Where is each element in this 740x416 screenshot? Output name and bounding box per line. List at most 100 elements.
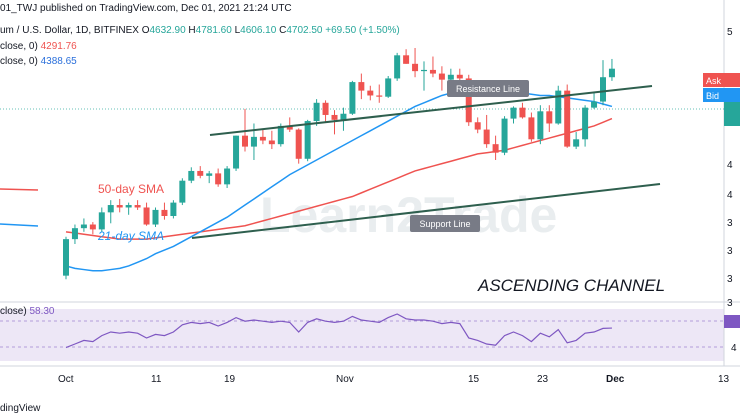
close-label: C	[279, 25, 287, 36]
sma50-legend-label: close, 0)	[0, 41, 38, 52]
candle	[125, 202, 132, 215]
candle	[322, 100, 329, 123]
candle-body	[233, 135, 240, 169]
candle-body	[376, 95, 383, 97]
candle	[385, 76, 392, 98]
candle	[582, 105, 589, 147]
rsi-tick-label: 4	[731, 343, 737, 354]
low-value: 4606.10	[240, 25, 277, 36]
sma21-left-segment	[0, 223, 39, 227]
candle-body	[447, 74, 454, 80]
symbol-name: um / U.S. Dollar, 1D, BITFINEX	[0, 25, 139, 36]
x-tick-label: 13	[718, 374, 730, 385]
candle-body	[510, 107, 517, 119]
candle	[224, 166, 231, 188]
candle	[63, 236, 69, 280]
candle	[259, 129, 266, 145]
y-tick-label: 3	[727, 246, 733, 257]
candle-body	[519, 107, 526, 118]
candle	[134, 200, 141, 210]
x-tick-label: Dec	[606, 374, 625, 385]
x-tick-label: Oct	[58, 374, 74, 385]
high-label: H	[188, 25, 196, 36]
candle	[143, 202, 150, 226]
candle	[161, 202, 168, 220]
candle	[152, 207, 159, 227]
candle	[295, 128, 302, 164]
candle-body	[600, 77, 606, 102]
candle	[403, 49, 410, 64]
candle	[591, 93, 598, 109]
candle-body	[71, 228, 78, 240]
candle	[438, 66, 445, 91]
candle-body	[170, 202, 177, 216]
support-line	[191, 183, 661, 239]
publisher-line: 01_TWJ published on TradingView.com, Dec…	[0, 3, 292, 14]
candle-body	[429, 69, 436, 74]
rsi-value-tag	[724, 315, 740, 328]
candle	[546, 105, 553, 132]
low-label: L	[234, 25, 241, 36]
candle-body	[188, 170, 195, 181]
last-price-tag	[724, 102, 740, 126]
y-tick-label: 4	[727, 160, 733, 171]
candle-body	[134, 205, 141, 208]
ask-tag	[703, 73, 740, 87]
candle-body	[107, 205, 114, 213]
candle	[608, 58, 615, 81]
x-tick-label: 15	[468, 374, 480, 385]
candle	[367, 85, 374, 101]
candle	[537, 105, 544, 145]
sma50-legend[interactable]: close, 0) 4291.76	[0, 41, 77, 52]
candle	[89, 222, 96, 235]
candle-body	[125, 205, 132, 208]
candle-body	[224, 168, 231, 185]
candle-body	[63, 239, 69, 276]
candle-body	[385, 78, 392, 97]
x-tick-label: 23	[537, 374, 549, 385]
resistance-label: Resistance Line	[456, 84, 520, 94]
candle-body	[564, 90, 571, 147]
candle	[98, 207, 105, 232]
bid-tag	[703, 88, 740, 102]
candle-body	[412, 63, 419, 72]
candle-body	[197, 170, 204, 176]
candle	[492, 135, 499, 160]
candle	[555, 85, 562, 125]
candle-body	[322, 102, 329, 115]
candle	[188, 167, 195, 184]
candle-body	[438, 73, 445, 80]
candle-body	[591, 101, 598, 108]
candle-body	[483, 129, 490, 145]
high-value: 4781.60	[195, 25, 232, 36]
candle-body	[546, 111, 553, 124]
rsi-overbought-band	[0, 309, 724, 361]
rsi-legend[interactable]: close) 58.30	[0, 306, 55, 317]
support-label: Support Line	[419, 219, 470, 229]
candle-body	[215, 173, 222, 185]
candle	[286, 117, 293, 132]
candle-body	[456, 74, 463, 79]
y-tick-label: 3	[727, 218, 733, 229]
candle	[528, 112, 535, 142]
candle	[80, 218, 87, 232]
open-value: 4632.90	[149, 25, 186, 36]
candle-body	[295, 129, 302, 159]
candle	[170, 200, 177, 219]
sma21-legend[interactable]: close, 0) 4388.65	[0, 56, 77, 67]
rsi-legend-label: close)	[0, 306, 27, 317]
candle	[573, 132, 580, 150]
candle-body	[259, 136, 266, 141]
candle-body	[304, 121, 311, 159]
sma21-legend-label: close, 0)	[0, 56, 38, 67]
candle	[358, 73, 365, 100]
candle-body	[349, 82, 356, 114]
candle	[376, 84, 383, 103]
support-label-box	[410, 215, 480, 232]
candle	[564, 84, 571, 148]
candle-body	[537, 111, 544, 140]
candle-body	[250, 136, 257, 147]
resistance-line	[209, 85, 653, 136]
candle-body	[573, 139, 580, 147]
